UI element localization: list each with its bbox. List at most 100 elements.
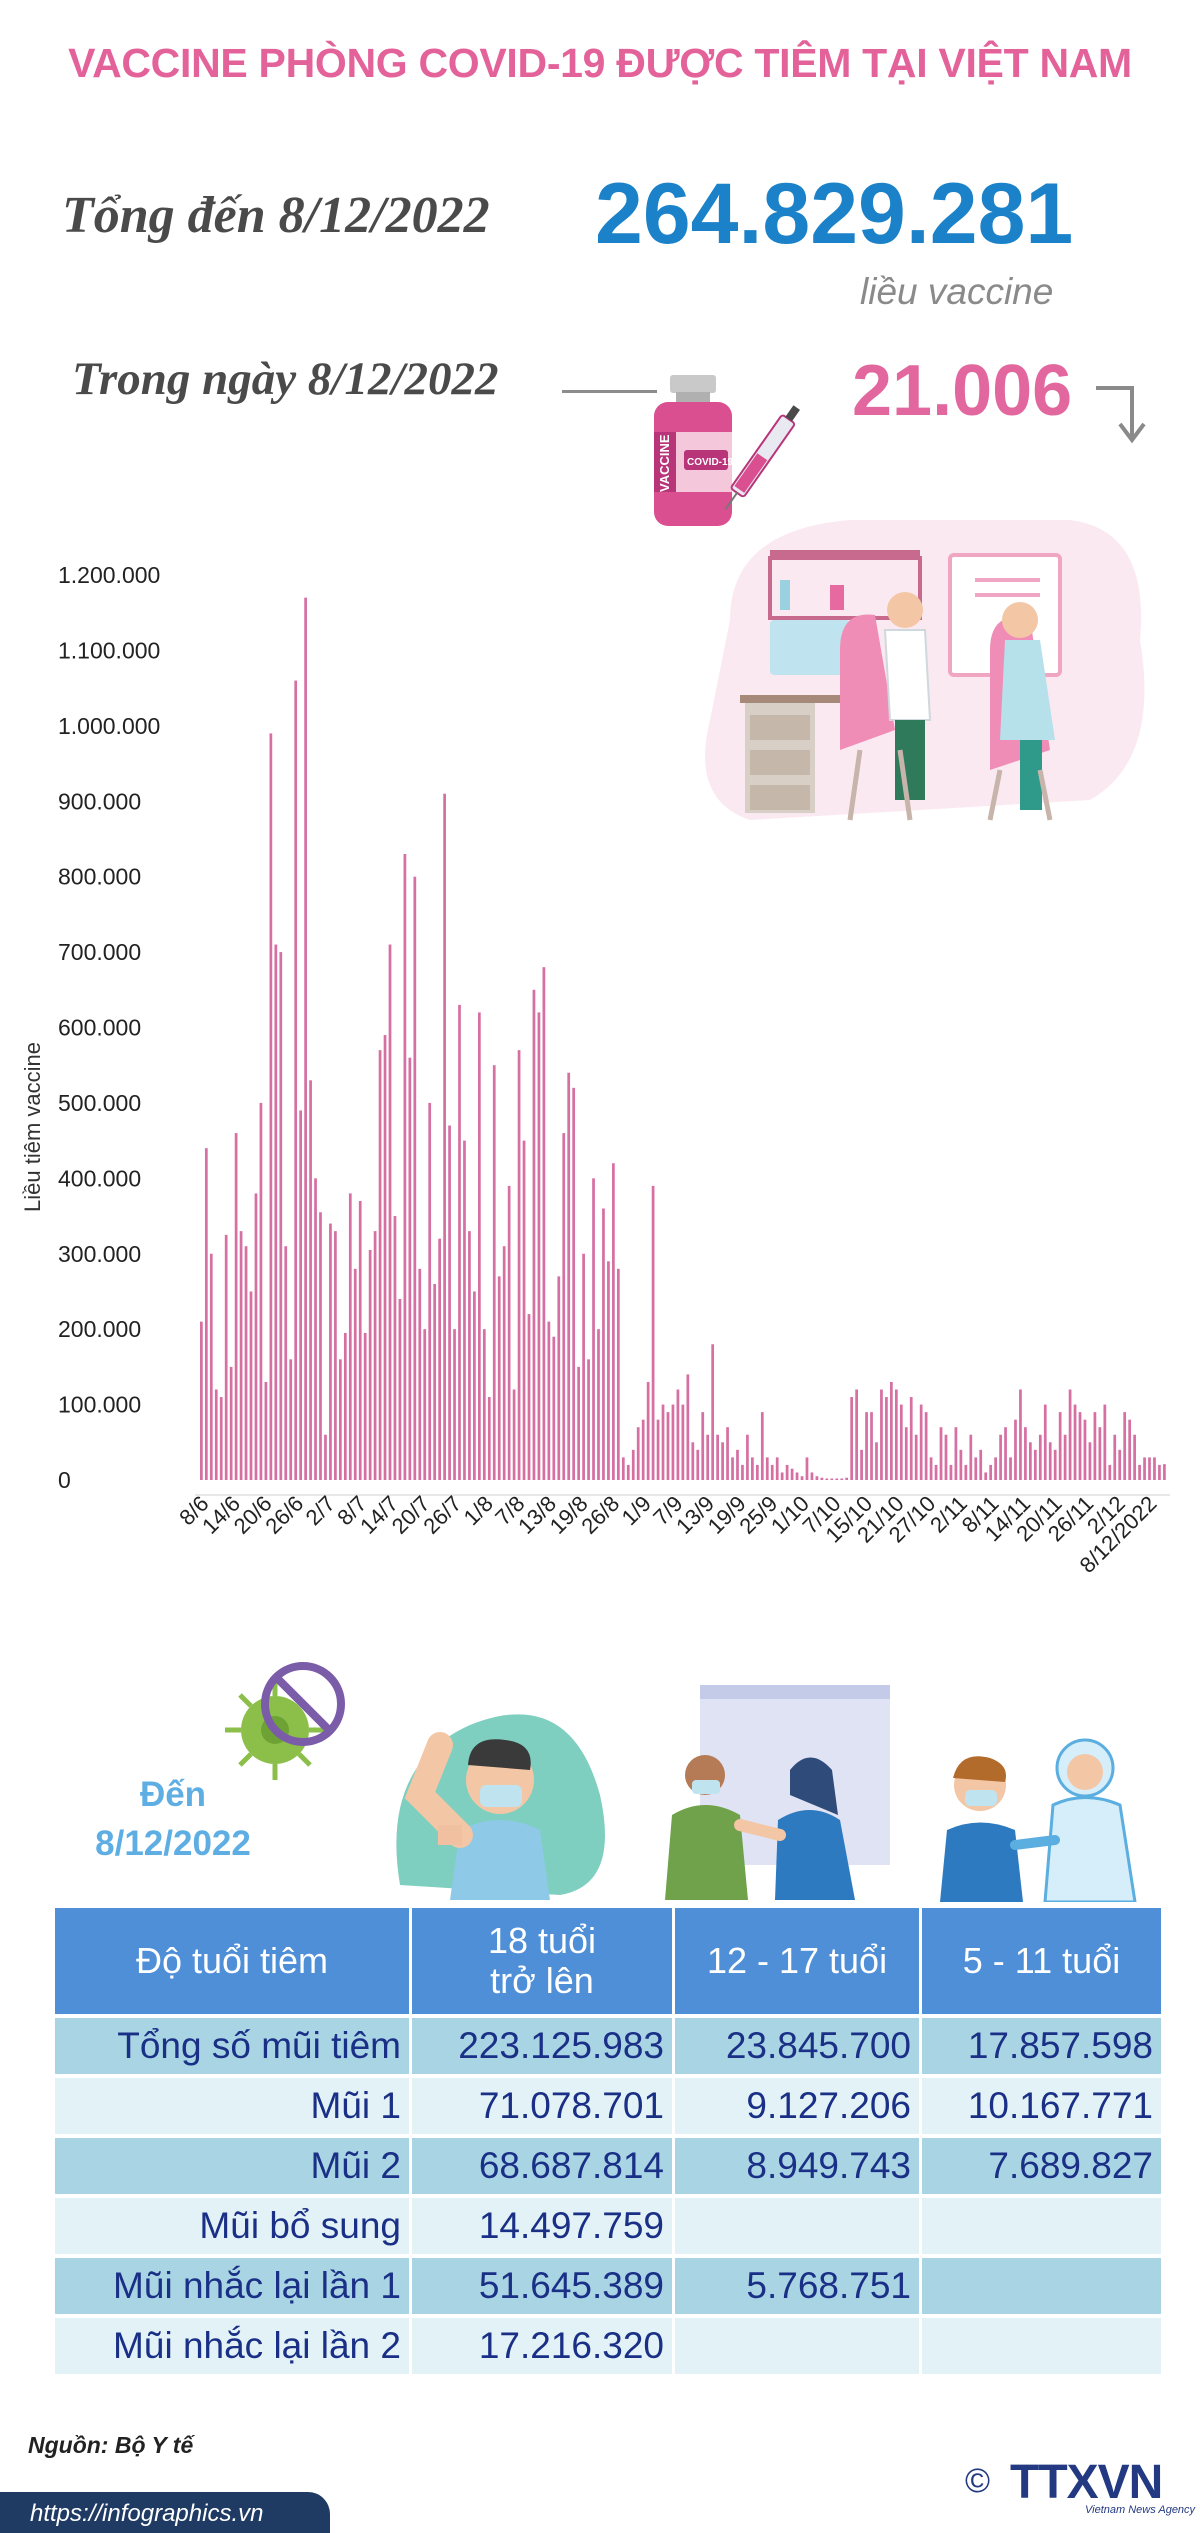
y-tick-label: 1.000.000 bbox=[58, 713, 160, 739]
bar bbox=[428, 1102, 432, 1480]
bar bbox=[1048, 1442, 1052, 1480]
bar bbox=[468, 1231, 471, 1481]
den-label: Đến bbox=[139, 1775, 207, 1814]
row-value: 68.687.814 bbox=[412, 2138, 672, 2194]
row-label: Mũi nhắc lại lần 1 bbox=[55, 2258, 409, 2314]
row-value bbox=[675, 2318, 919, 2374]
bar bbox=[388, 944, 392, 1480]
bar bbox=[775, 1457, 779, 1481]
bar bbox=[1083, 1419, 1087, 1480]
bar bbox=[329, 1223, 332, 1480]
bars bbox=[200, 597, 1166, 1481]
bar bbox=[517, 1050, 521, 1481]
den-date: 8/12/2022 bbox=[95, 1824, 251, 1863]
bar bbox=[924, 1412, 928, 1481]
bar bbox=[279, 952, 283, 1480]
bar bbox=[473, 1291, 476, 1480]
bar bbox=[989, 1464, 993, 1480]
bar bbox=[899, 1404, 903, 1480]
bar bbox=[1053, 1449, 1057, 1480]
bar bbox=[408, 1057, 412, 1480]
page-title: VACCINE PHÒNG COVID-19 ĐƯỢC TIÊM TẠI VIỆ… bbox=[68, 40, 1132, 86]
table-row: Mũi nhắc lại lần 2 17.216.320 bbox=[55, 2318, 1161, 2374]
child-vaccination-illustration bbox=[940, 1738, 1137, 1902]
bar bbox=[537, 1012, 541, 1480]
table-row: Mũi 1 71.078.701 9.127.206 10.167.771 bbox=[55, 2078, 1161, 2134]
bar bbox=[1148, 1457, 1151, 1481]
bar bbox=[259, 1102, 263, 1480]
bar bbox=[969, 1434, 973, 1480]
bar bbox=[552, 1336, 556, 1480]
bar bbox=[706, 1434, 710, 1480]
bar bbox=[1009, 1457, 1012, 1481]
bar bbox=[716, 1434, 719, 1480]
bar bbox=[487, 1397, 491, 1480]
bar bbox=[334, 1231, 337, 1481]
bar bbox=[522, 1140, 526, 1481]
bar bbox=[616, 1268, 620, 1480]
row-label: Mũi bổ sung bbox=[55, 2198, 409, 2254]
bar bbox=[736, 1449, 739, 1480]
table-row: Tổng số mũi tiêm 223.125.983 23.845.700 17.… bbox=[55, 2018, 1161, 2074]
bar bbox=[299, 1110, 303, 1480]
vaccine-vial-icon: VACCINE COVID-19 bbox=[654, 375, 800, 526]
bar bbox=[458, 1004, 461, 1481]
bar bbox=[954, 1427, 958, 1480]
website-link[interactable]: https://infographics.vn bbox=[30, 2500, 264, 2527]
bar bbox=[621, 1457, 625, 1481]
bar bbox=[646, 1381, 650, 1480]
bar bbox=[200, 1321, 203, 1481]
total-label: Tổng đến 8/12/2022 bbox=[62, 187, 490, 244]
bar bbox=[378, 1050, 382, 1481]
bar bbox=[294, 680, 298, 1480]
day-value: 21.006 bbox=[852, 351, 1073, 431]
bar bbox=[1123, 1412, 1127, 1481]
bar bbox=[890, 1381, 893, 1480]
bar bbox=[760, 1412, 764, 1481]
bar bbox=[224, 1234, 228, 1480]
bar bbox=[338, 1359, 342, 1480]
bar bbox=[979, 1449, 983, 1480]
bar bbox=[661, 1404, 665, 1480]
as-of-date: Đến 8/12/2022 bbox=[58, 1770, 288, 1868]
row-label: Mũi 2 bbox=[55, 2138, 409, 2194]
y-axis-ticks: 0 100.000 200.000 300.000 400.000 500.000 600.… bbox=[58, 562, 160, 1493]
bar bbox=[319, 1212, 322, 1480]
bar bbox=[204, 1148, 208, 1480]
header-5-11: 5 - 11 tuổi bbox=[922, 1908, 1161, 2014]
bar bbox=[676, 1389, 680, 1480]
bar bbox=[1118, 1449, 1122, 1480]
bar bbox=[755, 1464, 759, 1480]
bar bbox=[557, 1276, 561, 1481]
ttxvn-logo-subtitle: Vietnam News Agency bbox=[1085, 2504, 1196, 2516]
bar bbox=[765, 1457, 769, 1481]
bar bbox=[477, 1012, 481, 1480]
bar bbox=[547, 1321, 551, 1481]
bar bbox=[363, 1332, 367, 1480]
bar bbox=[1068, 1389, 1072, 1480]
bar bbox=[209, 1253, 213, 1480]
bar bbox=[244, 1246, 248, 1480]
bar bbox=[1103, 1404, 1107, 1480]
row-label: Mũi 1 bbox=[55, 2078, 409, 2134]
bar bbox=[731, 1457, 734, 1481]
bar bbox=[1138, 1464, 1141, 1480]
bar bbox=[785, 1464, 789, 1480]
row-value: 9.127.206 bbox=[675, 2078, 919, 2134]
header-12-17: 12 - 17 tuổi bbox=[675, 1908, 919, 2014]
bar bbox=[651, 1185, 655, 1481]
bar bbox=[711, 1344, 715, 1480]
row-value: 17.857.598 bbox=[922, 2018, 1161, 2074]
bar bbox=[229, 1366, 233, 1481]
bar bbox=[815, 1476, 819, 1480]
bar bbox=[413, 876, 417, 1480]
bar bbox=[656, 1419, 660, 1480]
bar bbox=[696, 1449, 700, 1480]
bar bbox=[314, 1178, 317, 1480]
bar bbox=[835, 1478, 839, 1480]
bar bbox=[587, 1359, 590, 1480]
bar bbox=[870, 1412, 873, 1481]
bar bbox=[830, 1478, 834, 1480]
bar bbox=[1108, 1464, 1112, 1480]
row-value bbox=[675, 2198, 919, 2254]
